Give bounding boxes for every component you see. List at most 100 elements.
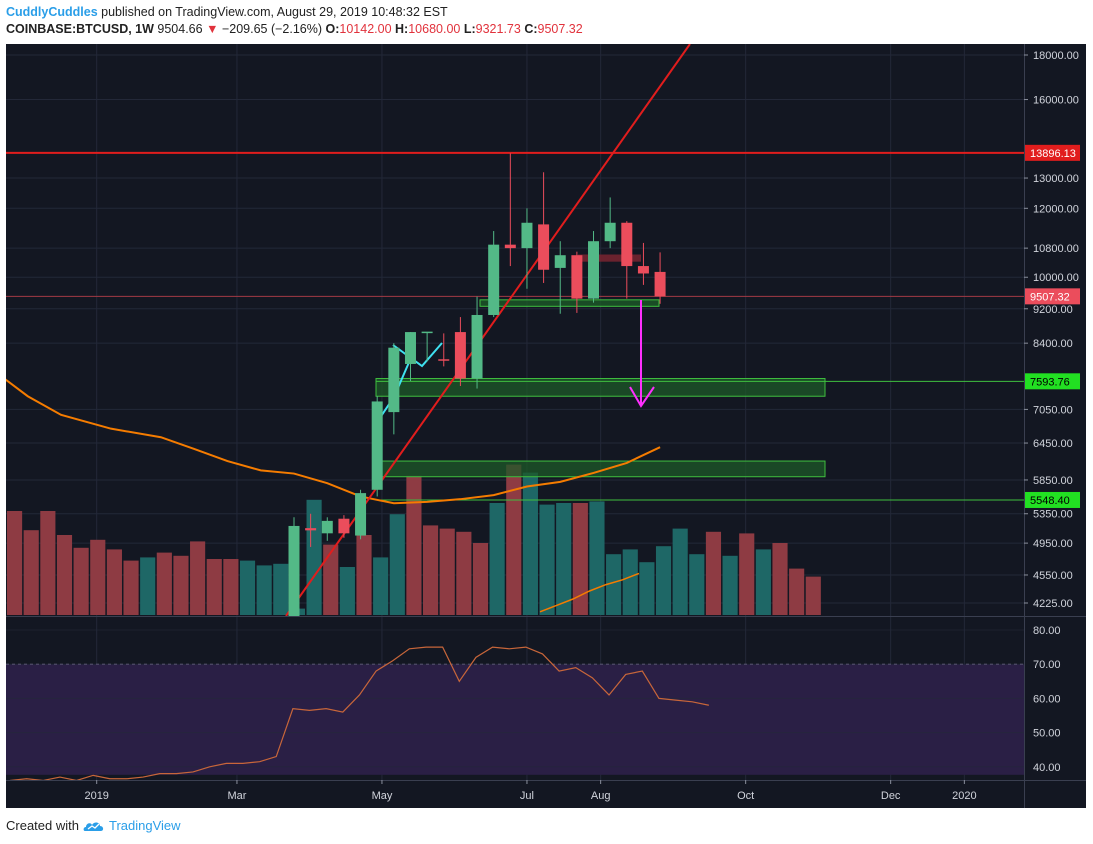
volume-bar <box>123 560 139 615</box>
volume-bar <box>705 531 722 615</box>
candle-body <box>521 222 533 249</box>
high-value: 10680.00 <box>408 22 461 36</box>
volume-bar <box>572 503 588 615</box>
volume-bar <box>7 511 23 615</box>
volume-bar <box>772 543 788 615</box>
volume-bar <box>173 555 189 615</box>
candle-body <box>321 520 333 534</box>
volume-bar <box>489 503 505 615</box>
volume-bar <box>589 501 605 615</box>
volume-bar <box>506 464 522 615</box>
volume-bar <box>472 543 489 615</box>
rsi-tick-label: 80.00 <box>1033 625 1061 637</box>
candle-body <box>588 241 600 299</box>
price-tick-label: 4950.00 <box>1033 538 1073 550</box>
volume-bar <box>456 531 472 615</box>
volume-bar <box>190 541 206 615</box>
support-2-price-badge: 5548.40 <box>1030 495 1070 507</box>
moving-average-line <box>6 378 661 505</box>
candle-body <box>371 401 383 490</box>
price-tick-label: 5850.00 <box>1033 475 1073 487</box>
volume-bar <box>106 549 122 615</box>
volume-bar <box>339 567 355 615</box>
cyan-sketch-flag <box>392 342 443 368</box>
volume-bar <box>622 549 638 615</box>
resistance-price-badge: 13896.13 <box>1030 148 1076 160</box>
time-tick-label: Aug <box>591 790 611 802</box>
volume-bar <box>439 528 455 615</box>
time-tick-label: Dec <box>881 790 901 802</box>
symbol-legend: COINBASE:BTCUSD, 1W 9504.66 ▼ −209.65 (−… <box>6 22 583 36</box>
price-tick-label: 10800.00 <box>1033 243 1079 255</box>
volume-bar <box>273 563 289 615</box>
resistance-price-badge-bg <box>1025 144 1080 161</box>
volume-bar <box>805 576 821 615</box>
candle-body <box>621 222 633 267</box>
author-link[interactable]: CuddlyCuddles <box>6 5 98 19</box>
current-price-badge: 9507.32 <box>1030 291 1070 303</box>
volume-bar <box>423 525 439 615</box>
volume-bar <box>739 533 755 615</box>
price-tick-label: 12000.00 <box>1033 203 1079 215</box>
volume-bar <box>689 554 705 615</box>
volume-bar <box>90 539 106 615</box>
volume-bar <box>389 514 405 615</box>
time-tick-label: 2020 <box>952 790 976 802</box>
trend-line <box>285 44 691 616</box>
volume-bar <box>639 562 655 615</box>
time-tick-label: May <box>372 790 393 802</box>
symbol-label: COINBASE:BTCUSD, 1W <box>6 22 154 36</box>
last-price: 9504.66 <box>157 22 203 36</box>
down-triangle-icon: ▼ <box>206 22 219 36</box>
publish-line: CuddlyCuddles published on TradingView.c… <box>6 5 448 19</box>
volume-ma-line <box>539 572 640 613</box>
volume-bar <box>156 552 172 615</box>
time-tick-label: Oct <box>737 790 754 802</box>
volume-bar <box>406 475 422 615</box>
candle-body <box>288 525 300 616</box>
price-tick-label: 16000.00 <box>1033 95 1079 107</box>
candle-body <box>637 266 649 274</box>
rsi-tick-label: 50.00 <box>1033 728 1061 740</box>
candle-body <box>388 347 400 413</box>
volume-bar <box>556 503 572 615</box>
price-tick-label: 10000.00 <box>1033 272 1079 284</box>
candle-body <box>355 493 367 536</box>
price-tick-label: 8400.00 <box>1033 338 1073 350</box>
volume-bar <box>306 499 322 615</box>
open-value: 10142.00 <box>339 22 392 36</box>
rsi-tick-label: 40.00 <box>1033 762 1061 774</box>
volume-bar <box>256 565 272 615</box>
tradingview-brand[interactable]: TradingView <box>108 818 181 833</box>
volume-bar <box>606 554 622 615</box>
candle-body <box>604 222 616 242</box>
volume-bar <box>755 549 771 615</box>
volume-bar <box>539 504 555 615</box>
created-with-label: Created with <box>6 818 79 833</box>
candle-body <box>454 332 466 379</box>
support-1-price-badge-bg <box>1025 373 1080 390</box>
price-tick-label: 13000.00 <box>1033 173 1079 185</box>
volume-bar <box>40 511 56 615</box>
time-tick-label: Jul <box>520 790 534 802</box>
footer: Created with TradingView <box>6 818 181 833</box>
resistance-zone <box>578 254 641 262</box>
low-key: L: <box>463 22 476 36</box>
support-1-price-badge: 7593.76 <box>1030 376 1070 388</box>
volume-bar <box>56 535 73 615</box>
high-key: H: <box>395 22 409 36</box>
candle-body <box>554 255 566 268</box>
volume-bar <box>140 557 156 615</box>
price-tick-label: 5350.00 <box>1033 509 1073 521</box>
rsi-tick-label: 70.00 <box>1033 659 1061 671</box>
price-change: −209.65 (−2.16%) <box>221 22 323 36</box>
price-tick-label: 4550.00 <box>1033 570 1073 582</box>
price-tick-label: 18000.00 <box>1033 50 1079 62</box>
volume-bar <box>655 546 672 615</box>
volume-bar <box>373 557 389 615</box>
price-tick-label: 6450.00 <box>1033 438 1073 450</box>
support-zone-1 <box>375 378 826 397</box>
volume-bar <box>672 528 688 615</box>
time-tick-label: 2019 <box>84 790 108 802</box>
